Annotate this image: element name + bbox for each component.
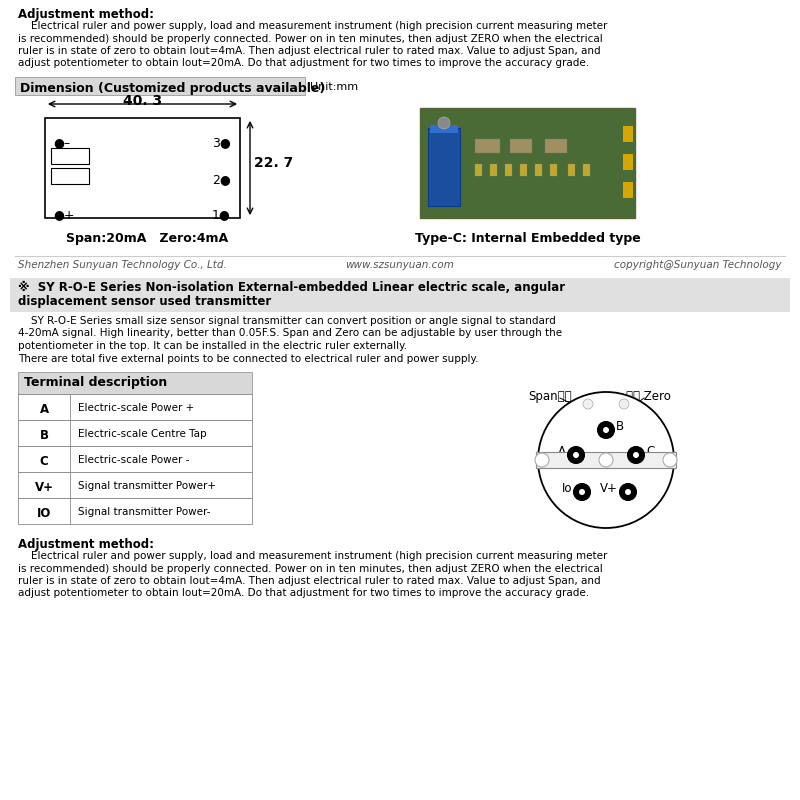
Text: Unit:mm: Unit:mm: [310, 82, 358, 92]
Circle shape: [619, 399, 629, 409]
Bar: [568, 164, 575, 176]
Text: Electric-scale Power +: Electric-scale Power +: [78, 403, 194, 413]
Text: 零点 Zero: 零点 Zero: [626, 390, 671, 403]
Text: Electric-scale Centre Tap: Electric-scale Centre Tap: [78, 429, 206, 439]
Text: 40. 3: 40. 3: [123, 94, 162, 108]
Text: Span幅値: Span幅値: [528, 390, 572, 403]
Bar: [475, 164, 482, 176]
Bar: [18, 372, 252, 394]
Text: potentiometer in the top. It can be installed in the electric ruler externally.: potentiometer in the top. It can be inst…: [18, 341, 407, 351]
Circle shape: [599, 453, 613, 467]
Text: ※  SY R-O-E Series Non-isolation External-embedded Linear electric scale, angula: ※ SY R-O-E Series Non-isolation External…: [18, 281, 565, 294]
Bar: [18, 446, 252, 472]
Bar: [520, 164, 527, 176]
Circle shape: [628, 447, 644, 463]
Text: copyright@Sunyuan Technology: copyright@Sunyuan Technology: [614, 260, 782, 270]
Text: Terminal description: Terminal description: [24, 376, 167, 389]
Text: Electrical ruler and power supply, load and measurement instrument (high precisi: Electrical ruler and power supply, load …: [18, 551, 607, 561]
Circle shape: [583, 399, 593, 409]
Bar: [51, 168, 89, 184]
Circle shape: [438, 117, 450, 129]
Circle shape: [538, 392, 674, 528]
Circle shape: [633, 452, 639, 458]
Circle shape: [568, 447, 584, 463]
Text: Span:20mA   Zero:4mA: Span:20mA Zero:4mA: [66, 232, 229, 245]
Text: B: B: [616, 420, 624, 433]
Text: C: C: [40, 455, 48, 468]
Text: B: B: [39, 429, 49, 442]
Circle shape: [579, 489, 585, 495]
Circle shape: [663, 453, 677, 467]
Bar: [535, 164, 542, 176]
Text: ruler is in state of zero to obtain Iout=4mA. Then adjust electrical ruler to ra: ruler is in state of zero to obtain Iout…: [18, 576, 601, 586]
Circle shape: [574, 484, 590, 500]
Circle shape: [598, 422, 614, 438]
Bar: [18, 394, 252, 420]
Text: adjust potentiometer to obtain Iout=20mA. Do that adjustment for two times to im: adjust potentiometer to obtain Iout=20mA…: [18, 58, 589, 69]
Text: V+: V+: [600, 482, 618, 495]
Text: 1●: 1●: [212, 208, 230, 221]
Bar: [18, 498, 252, 524]
Text: ●+: ●+: [53, 208, 74, 221]
Bar: [510, 139, 532, 153]
Bar: [18, 420, 252, 446]
Text: Zero: Zero: [58, 152, 82, 162]
Bar: [545, 139, 567, 153]
Bar: [10, 278, 790, 312]
Text: 3●: 3●: [212, 136, 230, 149]
Text: A: A: [558, 445, 566, 458]
Text: Adjustment method:: Adjustment method:: [18, 538, 154, 551]
Text: Electric-scale Power -: Electric-scale Power -: [78, 455, 190, 465]
Text: 2●: 2●: [212, 173, 230, 186]
Text: Adjustment method:: Adjustment method:: [18, 8, 154, 21]
Bar: [475, 139, 500, 153]
Circle shape: [603, 427, 609, 433]
Text: is recommended) should be properly connected. Power on in ten minutes, then adju: is recommended) should be properly conne…: [18, 34, 602, 43]
Text: displacement sensor used transmitter: displacement sensor used transmitter: [18, 295, 271, 308]
Bar: [583, 164, 590, 176]
Text: adjust potentiometer to obtain Iout=20mA. Do that adjustment for two times to im: adjust potentiometer to obtain Iout=20mA…: [18, 589, 589, 598]
Text: A: A: [39, 403, 49, 416]
Bar: [623, 154, 633, 170]
Text: V+: V+: [34, 481, 54, 494]
Text: Io: Io: [562, 482, 572, 495]
Text: www.szsunyuan.com: www.szsunyuan.com: [346, 260, 454, 270]
Bar: [45, 118, 240, 218]
Text: Span: Span: [57, 172, 83, 182]
Bar: [430, 125, 458, 133]
Text: Dimension (Customized products available): Dimension (Customized products available…: [20, 82, 326, 95]
Bar: [15, 77, 305, 95]
Text: Shenzhen Sunyuan Technology Co., Ltd.: Shenzhen Sunyuan Technology Co., Ltd.: [18, 260, 226, 270]
Circle shape: [573, 452, 579, 458]
Bar: [428, 128, 460, 206]
Bar: [18, 472, 252, 498]
Text: Electrical ruler and power supply, load and measurement instrument (high precisi: Electrical ruler and power supply, load …: [18, 21, 607, 31]
Text: 22. 7: 22. 7: [254, 156, 294, 170]
Text: IO: IO: [37, 507, 51, 520]
Bar: [623, 182, 633, 198]
Bar: [490, 164, 497, 176]
Text: Signal transmitter Power+: Signal transmitter Power+: [78, 481, 216, 491]
Text: is recommended) should be properly connected. Power on in ten minutes, then adju: is recommended) should be properly conne…: [18, 563, 602, 574]
Circle shape: [535, 453, 549, 467]
Text: ●–: ●–: [53, 136, 70, 149]
Bar: [51, 148, 89, 164]
Bar: [623, 126, 633, 142]
Circle shape: [620, 484, 636, 500]
Text: Type-C: Internal Embedded type: Type-C: Internal Embedded type: [414, 232, 640, 245]
Bar: [536, 452, 676, 468]
Text: 4-20mA signal. High linearity, better than 0.05F.S. Span and Zero can be adjusta: 4-20mA signal. High linearity, better th…: [18, 329, 562, 338]
Circle shape: [625, 489, 631, 495]
Bar: [505, 164, 512, 176]
Text: SY R-O-E Series small size sensor signal transmitter can convert position or ang: SY R-O-E Series small size sensor signal…: [18, 316, 556, 326]
Bar: [550, 164, 557, 176]
Text: C: C: [646, 445, 654, 458]
Bar: [420, 108, 635, 218]
Text: There are total five external points to be connected to electrical ruler and pow: There are total five external points to …: [18, 354, 478, 363]
Text: ruler is in state of zero to obtain Iout=4mA. Then adjust electrical ruler to ra: ruler is in state of zero to obtain Iout…: [18, 46, 601, 56]
Text: Signal transmitter Power-: Signal transmitter Power-: [78, 507, 210, 517]
